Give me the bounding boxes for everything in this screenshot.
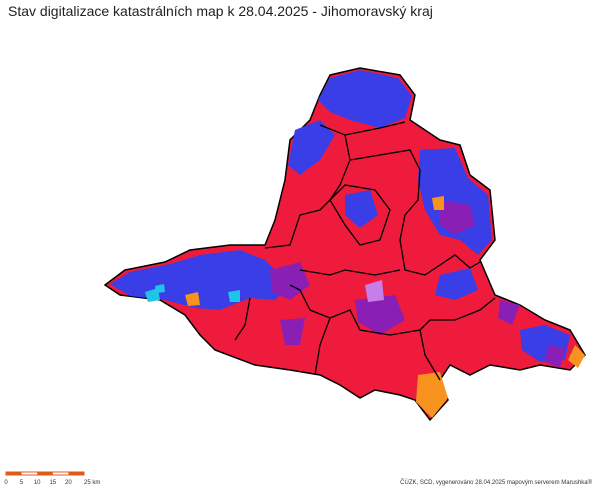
region-map xyxy=(103,67,586,422)
other-areas xyxy=(185,196,585,418)
map-title: Stav digitalizace katastrálních map k 28… xyxy=(8,3,433,19)
scale-label: 10 xyxy=(34,480,41,486)
scale-label: 20 xyxy=(65,480,72,486)
credit: ČÚZK, SCD, vygenerováno 28.04.2025 mapov… xyxy=(400,479,592,486)
scale-label: 15 xyxy=(49,480,56,486)
scale-label: 5 xyxy=(20,480,24,486)
scale-bar: 0 5 10 15 20 25 km xyxy=(4,471,100,486)
district-borders xyxy=(234,121,496,381)
scale-label: 25 km xyxy=(84,480,100,486)
light-area xyxy=(365,280,384,302)
scale-label: 0 xyxy=(4,480,8,486)
cyan-areas xyxy=(145,284,240,302)
region-fill xyxy=(103,67,586,422)
partial-areas xyxy=(270,200,565,368)
